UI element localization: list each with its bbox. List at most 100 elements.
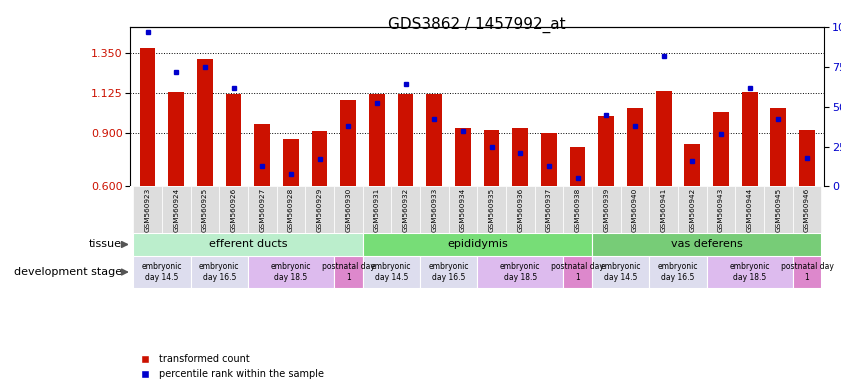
- Text: postnatal day
1: postnatal day 1: [551, 262, 604, 282]
- Text: embryonic
day 18.5: embryonic day 18.5: [500, 262, 541, 282]
- Bar: [391, 187, 420, 233]
- Bar: [168, 93, 184, 187]
- Bar: [161, 187, 191, 233]
- Bar: [592, 187, 621, 233]
- Bar: [225, 94, 241, 187]
- Text: embryonic
day 18.5: embryonic day 18.5: [271, 262, 311, 282]
- Text: GSM560944: GSM560944: [747, 188, 753, 232]
- Bar: [398, 94, 414, 187]
- Bar: [312, 131, 327, 187]
- Text: GSM560926: GSM560926: [230, 188, 236, 232]
- Text: GSM560929: GSM560929: [316, 188, 323, 232]
- Bar: [706, 256, 792, 288]
- Text: embryonic
day 14.5: embryonic day 14.5: [371, 262, 411, 282]
- Bar: [713, 112, 729, 187]
- Text: GSM560932: GSM560932: [403, 188, 409, 232]
- Text: GSM560940: GSM560940: [632, 188, 638, 232]
- Text: embryonic
day 16.5: embryonic day 16.5: [658, 262, 698, 282]
- Bar: [685, 144, 701, 187]
- Legend: transformed count, percentile rank within the sample: transformed count, percentile rank withi…: [135, 354, 324, 379]
- Bar: [305, 187, 334, 233]
- Bar: [254, 124, 270, 187]
- Text: GSM560937: GSM560937: [546, 188, 552, 232]
- Bar: [455, 128, 471, 187]
- Text: embryonic
day 18.5: embryonic day 18.5: [729, 262, 770, 282]
- Text: GSM560927: GSM560927: [259, 188, 265, 232]
- Bar: [369, 94, 385, 187]
- Bar: [477, 256, 563, 288]
- Text: GSM560943: GSM560943: [718, 188, 724, 232]
- Bar: [506, 187, 535, 233]
- Bar: [283, 139, 299, 187]
- Text: embryonic
day 16.5: embryonic day 16.5: [199, 262, 240, 282]
- Bar: [799, 130, 815, 187]
- Bar: [649, 256, 706, 288]
- Text: GSM560941: GSM560941: [661, 188, 667, 232]
- Text: GSM560945: GSM560945: [775, 188, 781, 232]
- Bar: [678, 187, 706, 233]
- Text: postnatal day
1: postnatal day 1: [322, 262, 375, 282]
- Bar: [220, 187, 248, 233]
- Text: GSM560924: GSM560924: [173, 188, 179, 232]
- Text: GSM560930: GSM560930: [346, 188, 352, 232]
- Text: vas deferens: vas deferens: [671, 240, 743, 250]
- Bar: [563, 187, 592, 233]
- Bar: [133, 233, 362, 256]
- Bar: [592, 256, 649, 288]
- Bar: [484, 130, 500, 187]
- Bar: [420, 256, 477, 288]
- Bar: [341, 99, 356, 187]
- Text: embryonic
day 14.5: embryonic day 14.5: [141, 262, 182, 282]
- Text: GSM560931: GSM560931: [374, 188, 380, 232]
- Text: GSM560934: GSM560934: [460, 188, 466, 232]
- Bar: [792, 256, 822, 288]
- Bar: [569, 147, 585, 187]
- Text: GSM560946: GSM560946: [804, 188, 810, 232]
- Bar: [426, 94, 442, 187]
- Bar: [742, 93, 758, 187]
- Text: tissue: tissue: [89, 240, 122, 250]
- Bar: [563, 256, 592, 288]
- Bar: [420, 187, 448, 233]
- Text: epididymis: epididymis: [447, 240, 508, 250]
- Text: GSM560936: GSM560936: [517, 188, 523, 232]
- Bar: [362, 187, 391, 233]
- Bar: [197, 59, 213, 187]
- Bar: [592, 233, 822, 256]
- Text: postnatal day
1: postnatal day 1: [780, 262, 833, 282]
- Bar: [448, 187, 477, 233]
- Text: GSM560933: GSM560933: [431, 188, 437, 232]
- Text: GSM560938: GSM560938: [574, 188, 580, 232]
- Bar: [512, 128, 528, 187]
- Bar: [706, 187, 735, 233]
- Bar: [735, 187, 764, 233]
- Text: GSM560928: GSM560928: [288, 188, 294, 232]
- Bar: [656, 91, 671, 187]
- Bar: [277, 187, 305, 233]
- Bar: [541, 133, 557, 187]
- Bar: [362, 233, 592, 256]
- Text: efferent ducts: efferent ducts: [209, 240, 287, 250]
- Bar: [140, 48, 156, 187]
- Bar: [133, 256, 191, 288]
- Bar: [477, 187, 506, 233]
- Bar: [248, 256, 334, 288]
- Bar: [764, 187, 792, 233]
- Bar: [191, 187, 220, 233]
- Text: embryonic
day 16.5: embryonic day 16.5: [428, 262, 468, 282]
- Bar: [599, 116, 614, 187]
- Bar: [133, 187, 161, 233]
- Text: GSM560939: GSM560939: [603, 188, 609, 232]
- Text: GSM560942: GSM560942: [690, 188, 696, 232]
- Text: embryonic
day 14.5: embryonic day 14.5: [600, 262, 641, 282]
- Bar: [535, 187, 563, 233]
- Bar: [770, 108, 786, 187]
- Bar: [334, 256, 362, 288]
- Text: GDS3862 / 1457992_at: GDS3862 / 1457992_at: [389, 17, 566, 33]
- Bar: [621, 187, 649, 233]
- Bar: [248, 187, 277, 233]
- Bar: [792, 187, 822, 233]
- Bar: [191, 256, 248, 288]
- Text: GSM560935: GSM560935: [489, 188, 495, 232]
- Bar: [334, 187, 362, 233]
